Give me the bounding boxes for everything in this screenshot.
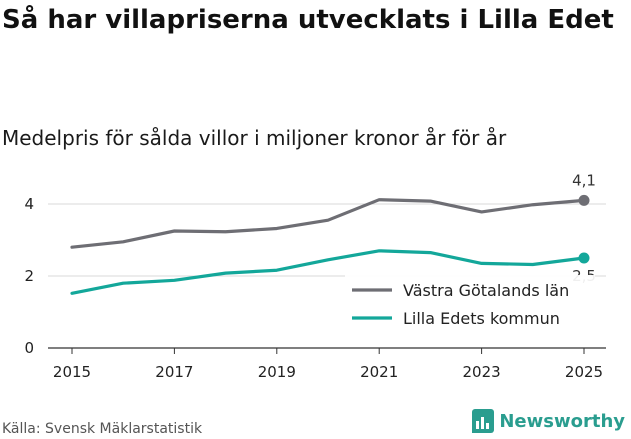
series-end-label-1: 4,1 — [572, 171, 596, 189]
x-tick-label: 2025 — [565, 363, 603, 381]
x-tick-label: 2023 — [463, 363, 501, 381]
line-chart: 0242015201720192021202320254,12,5Västra … — [24, 171, 606, 381]
x-tick-label: 2019 — [258, 363, 296, 381]
chart-subtitle: Medelpris för sålda villor i miljoner kr… — [2, 126, 507, 150]
series-end-point-2 — [578, 252, 590, 264]
series-line-2 — [70, 249, 586, 295]
y-tick-label: 2 — [24, 267, 34, 285]
legend-background — [345, 275, 595, 333]
legend-label-1: Västra Götalands län — [403, 281, 569, 300]
x-tick-label: 2021 — [360, 363, 398, 381]
y-tick-label: 0 — [24, 339, 34, 357]
brand-name: Newsworthy — [499, 410, 625, 432]
series-line-1 — [70, 198, 586, 249]
x-tick-label: 2015 — [53, 363, 91, 381]
brand-logo: Newsworthy — [472, 409, 625, 433]
newsworthy-icon — [472, 409, 495, 433]
source-note: Källa: Svensk Mäklarstatistik — [2, 421, 203, 437]
y-tick-label: 4 — [24, 195, 34, 213]
legend-label-2: Lilla Edets kommun — [403, 309, 560, 328]
chart-title: Så har villapriserna utvecklats i Lilla … — [2, 5, 614, 35]
series-end-point-1 — [578, 194, 590, 206]
x-tick-label: 2017 — [155, 363, 193, 381]
